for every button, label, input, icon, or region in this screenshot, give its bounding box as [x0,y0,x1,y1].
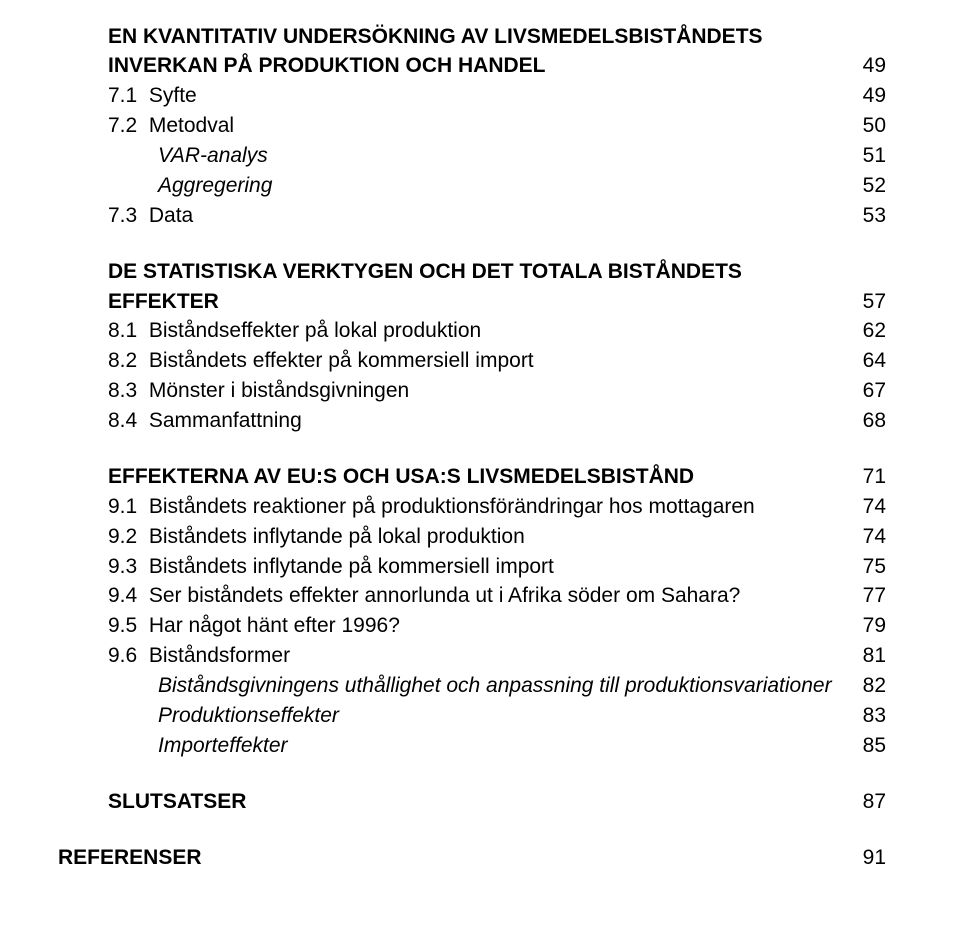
toc-entry-page: 53 [852,203,886,230]
toc-entry: 8.4 Sammanfattning 68 [108,407,886,437]
toc-entry-page: 85 [852,733,886,760]
toc-entry: 9.6 Biståndsformer 81 [108,642,886,672]
toc-entry-label: 7.1 Syfte [108,83,852,110]
toc-entry-page: 81 [852,643,886,670]
section-heading-line1: EN KVANTITATIV UNDERSÖKNING AV LIVSMEDEL… [108,24,886,51]
toc-entry: Biståndsgivningens uthållighet och anpas… [108,672,886,702]
toc-entry: VAR-analys 51 [108,142,886,172]
toc-entry-label: 9.2 Biståndets inflytande på lokal produ… [108,524,852,551]
toc-entry: Aggregering 52 [108,171,886,201]
toc-entry-label: 9.5 Har något hänt efter 1996? [108,613,852,640]
section-heading-line1: SLUTSATSER [108,789,852,816]
toc-entry: 9.5 Har något hänt efter 1996? 79 [108,612,886,642]
toc-entry-page: 79 [852,613,886,640]
section-heading-page: 87 [852,789,886,816]
section-heading-line2: EFFEKTER [108,289,852,316]
toc-entry-page: 67 [852,378,886,405]
toc-entry: 7.2 Metodval 50 [108,112,886,142]
toc-entry-page: 82 [852,673,886,700]
table-of-contents: EN KVANTITATIV UNDERSÖKNING AV LIVSMEDEL… [108,22,886,873]
toc-entry-label: Produktionseffekter [158,703,852,730]
toc-entry-label: 8.4 Sammanfattning [108,408,852,435]
section-heading: EN KVANTITATIV UNDERSÖKNING AV LIVSMEDEL… [108,22,886,52]
section-heading: EFFEKTERNA AV EU:S OCH USA:S LIVSMEDELSB… [108,462,886,492]
toc-entry-page: 51 [852,143,886,170]
toc-entry-label: 7.2 Metodval [108,113,852,140]
section-heading: INVERKAN PÅ PRODUKTION OCH HANDEL 49 [108,52,886,82]
section-heading-line1: EFFEKTERNA AV EU:S OCH USA:S LIVSMEDELSB… [108,464,852,491]
toc-entry-page: 50 [852,113,886,140]
section-heading-page: 49 [852,53,886,80]
toc-entry-page: 75 [852,554,886,581]
section-heading-page: 57 [852,289,886,316]
toc-entry: Importeffekter 85 [108,731,886,761]
toc-entry: Produktionseffekter 83 [108,701,886,731]
toc-entry-page: 77 [852,583,886,610]
toc-entry: 9.4 Ser biståndets effekter annorlunda u… [108,582,886,612]
toc-entry-page: 52 [852,173,886,200]
toc-entry: 8.3 Mönster i biståndsgivningen 67 [108,377,886,407]
references-label: REFERENSER [58,845,852,872]
section-heading-line2: INVERKAN PÅ PRODUKTION OCH HANDEL [108,53,852,80]
toc-entry-label: 8.1 Biståndseffekter på lokal produktion [108,318,852,345]
toc-entry-page: 83 [852,703,886,730]
toc-entry: 7.3 Data 53 [108,201,886,231]
toc-entry-label: 9.4 Ser biståndets effekter annorlunda u… [108,583,852,610]
toc-entry-page: 64 [852,348,886,375]
toc-entry: 8.2 Biståndets effekter på kommersiell i… [108,347,886,377]
section-heading: EFFEKTER 57 [108,287,886,317]
section-heading: DE STATISTISKA VERKTYGEN OCH DET TOTALA … [108,257,886,287]
toc-entry-label: 9.3 Biståndets inflytande på kommersiell… [108,554,852,581]
toc-entry-page: 68 [852,408,886,435]
toc-entry: 8.1 Biståndseffekter på lokal produktion… [108,317,886,347]
toc-entry-label: Importeffekter [158,733,852,760]
toc-entry-page: 74 [852,494,886,521]
toc-entry-label: 8.2 Biståndets effekter på kommersiell i… [108,348,852,375]
toc-entry: 9.3 Biståndets inflytande på kommersiell… [108,552,886,582]
section-heading-line1: DE STATISTISKA VERKTYGEN OCH DET TOTALA … [108,259,886,286]
toc-entry-label: 9.6 Biståndsformer [108,643,852,670]
toc-entry: 9.2 Biståndets inflytande på lokal produ… [108,522,886,552]
toc-entry-page: 74 [852,524,886,551]
toc-entry-label: 8.3 Mönster i biståndsgivningen [108,378,852,405]
toc-entry-page: 49 [852,83,886,110]
toc-entry-page: 62 [852,318,886,345]
toc-entry-label: Biståndsgivningens uthållighet och anpas… [158,673,852,700]
section-heading: SLUTSATSER 87 [108,787,886,817]
toc-entry-label: Aggregering [158,173,852,200]
toc-entry-label: 7.3 Data [108,203,852,230]
toc-entry-label: VAR-analys [158,143,852,170]
toc-entry: 9.1 Biståndets reaktioner på produktions… [108,492,886,522]
references-page: 91 [852,845,886,872]
toc-entry-label: 9.1 Biståndets reaktioner på produktions… [108,494,852,521]
toc-entry: 7.1 Syfte 49 [108,82,886,112]
references-row: REFERENSER 91 [58,843,886,873]
section-heading-page: 71 [852,464,886,491]
